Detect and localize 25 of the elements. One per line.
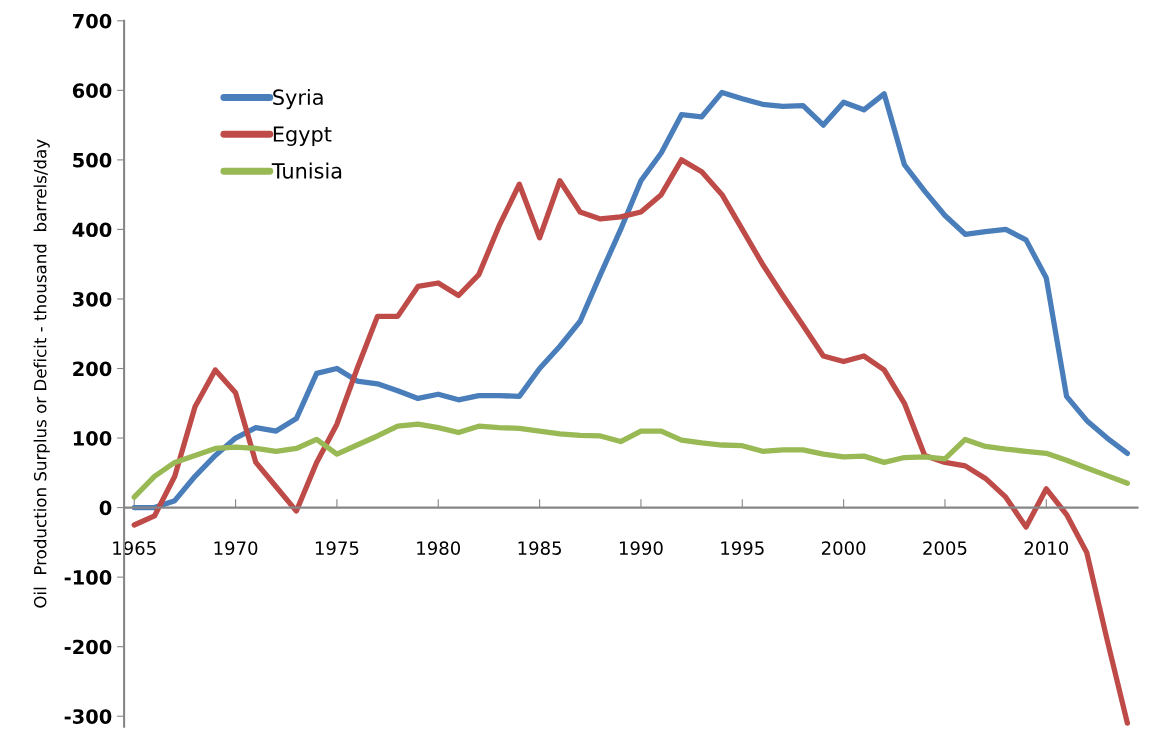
y-tick-label: 600 xyxy=(72,83,112,99)
x-tick-label: 2005 xyxy=(923,541,967,555)
y-tick-label: -300 xyxy=(64,709,112,724)
x-tick-label: 1965 xyxy=(113,541,156,555)
y-tick-label: 100 xyxy=(73,431,112,446)
x-tick-label: 1995 xyxy=(721,541,764,555)
x-tick-label: 1975 xyxy=(315,541,359,555)
legend-label: Tunisia xyxy=(271,162,342,179)
x-tick-label: 1970 xyxy=(214,541,258,555)
y-tick-label: 0 xyxy=(99,500,112,516)
legend-label: Egypt xyxy=(273,126,332,146)
y-tick-label: -100 xyxy=(64,570,112,585)
y-tick-label: 500 xyxy=(73,152,112,168)
x-tick-label: 2010 xyxy=(1024,541,1069,555)
x-tick-label: 1990 xyxy=(619,541,663,555)
y-tick-label: -200 xyxy=(64,639,112,655)
y-tick-label: 300 xyxy=(73,291,112,307)
y-tick-label: 400 xyxy=(72,222,112,238)
legend-label: Syria xyxy=(273,88,323,110)
x-tick-label: 2000 xyxy=(821,541,866,555)
y-tick-label: 200 xyxy=(73,361,112,377)
y-tick-label: 700 xyxy=(73,13,112,29)
x-tick-label: 1985 xyxy=(518,541,561,555)
x-tick-label: 1980 xyxy=(417,541,461,555)
y-axis-title: Oil Production Surplus or Deficit - thousand barrels/day xyxy=(33,139,50,608)
